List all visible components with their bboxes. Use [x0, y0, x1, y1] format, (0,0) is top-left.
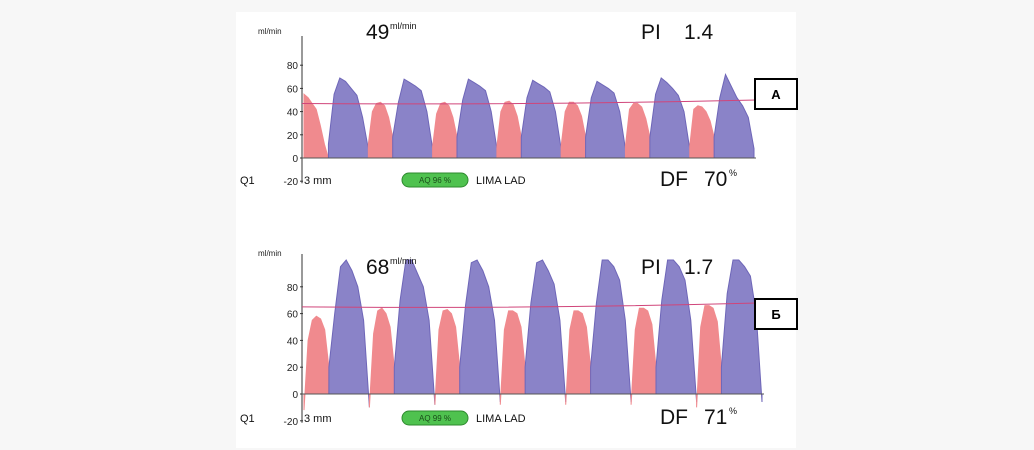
- probe-size-label: 3 mm: [304, 175, 332, 187]
- df-unit: %: [729, 406, 737, 416]
- signal-quality-badge: [401, 410, 469, 426]
- y-tick-label: 40: [287, 108, 299, 119]
- y-tick-label: 60: [287, 310, 299, 321]
- signal-quality-text: AQ 96 %: [419, 176, 451, 185]
- mean-flow-unit: ml/min: [390, 256, 417, 266]
- diastolic-area: [696, 305, 722, 408]
- y-tick-label: 0: [292, 390, 298, 401]
- df-label: DF: [660, 406, 688, 429]
- vessel-label: LIMA LAD: [476, 175, 526, 187]
- pi-label: PI: [641, 256, 661, 279]
- y-tick-label: -20: [284, 177, 299, 188]
- mean-flow-value: 49: [366, 21, 389, 44]
- y-tick-label: 80: [287, 283, 299, 294]
- mean-flow-line: [301, 302, 765, 308]
- diastolic-area: [560, 101, 587, 159]
- df-label: DF: [660, 168, 688, 191]
- systolic-area: [655, 259, 698, 403]
- mean-flow-unit: ml/min: [390, 21, 417, 31]
- diastolic-area: [368, 307, 395, 408]
- panel-label-b: Б: [754, 298, 798, 330]
- diastolic-area: [624, 103, 651, 159]
- y-tick-label: -20: [284, 417, 299, 428]
- diastolic-area: [303, 315, 330, 411]
- mean-flow-line: [301, 99, 757, 105]
- diastolic-area: [434, 309, 461, 405]
- diastolic-area: [630, 307, 657, 405]
- df-unit: %: [729, 168, 737, 178]
- probe-size-label: 3 mm: [304, 413, 332, 425]
- diastolic-area: [565, 310, 592, 405]
- systolic-area: [392, 78, 434, 159]
- y-tick-label: 20: [287, 131, 299, 142]
- y-tick-label: 20: [287, 363, 299, 374]
- y-axis-unit-label: ml/min: [258, 27, 282, 36]
- systolic-area: [585, 80, 626, 159]
- systolic-area: [713, 73, 755, 159]
- y-tick-label: 80: [287, 61, 299, 72]
- channel-label: Q1: [240, 413, 255, 425]
- signal-quality-text: AQ 99 %: [419, 414, 451, 423]
- y-axis-unit-label: ml/min: [258, 249, 282, 258]
- diastolic-area: [689, 105, 715, 159]
- systolic-area: [590, 259, 632, 403]
- pi-value: 1.7: [684, 256, 713, 279]
- vessel-label: LIMA LAD: [476, 413, 526, 425]
- systolic-area: [393, 259, 436, 405]
- systolic-area: [459, 259, 501, 403]
- systolic-area: [456, 78, 498, 159]
- systolic-area: [524, 259, 567, 403]
- systolic-area: [720, 259, 763, 403]
- systolic-area: [327, 77, 369, 159]
- flowmetry-figure: ml/min 80 60 40 20 0 -20 49 ml/min PI 1.4 Q1 3 mm AQ …: [236, 12, 798, 448]
- systolic-area: [520, 79, 562, 159]
- channel-label: Q1: [240, 175, 255, 187]
- systolic-area: [328, 259, 370, 408]
- diastolic-area: [367, 101, 394, 159]
- df-value: 70: [704, 168, 727, 191]
- diastolic-area: [432, 101, 458, 159]
- signal-quality-badge: [401, 172, 469, 188]
- mean-flow-value: 68: [366, 256, 389, 279]
- y-tick-label: 40: [287, 336, 299, 347]
- pi-label: PI: [641, 21, 661, 44]
- diastolic-area: [499, 310, 526, 405]
- panel-label-a: А: [754, 78, 798, 110]
- y-tick-label: 0: [292, 154, 298, 165]
- systolic-area: [649, 77, 691, 159]
- pi-value: 1.4: [684, 21, 714, 44]
- df-value: 71: [704, 406, 727, 429]
- diastolic-area: [496, 100, 522, 159]
- y-tick-label: 60: [287, 84, 299, 95]
